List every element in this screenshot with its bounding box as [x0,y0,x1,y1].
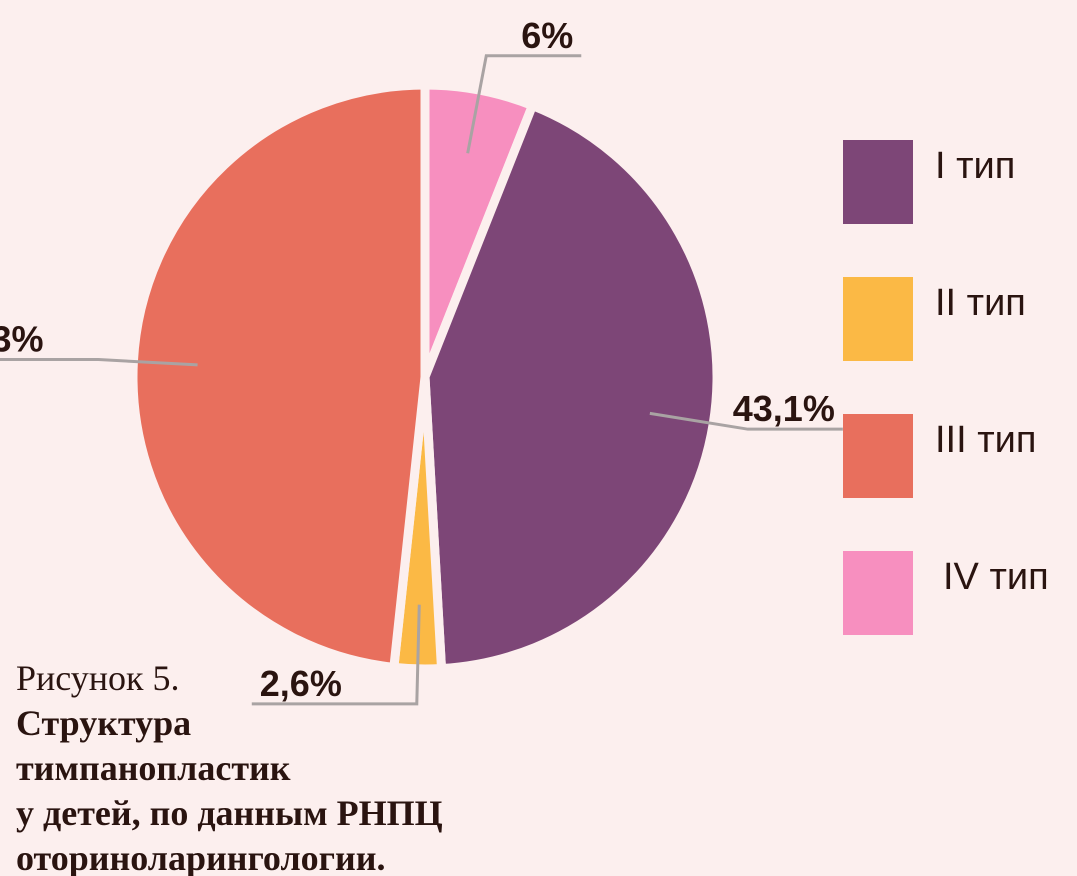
legend-label: II тип [935,282,1026,324]
chart-title: у детей, по данным РНПЦ [16,793,443,833]
value-label: 43,1% [733,388,835,429]
legend-label: I тип [935,145,1015,187]
leader-line [649,411,843,431]
caption: Рисунок 5. [16,658,180,698]
legend-label: III тип [935,419,1036,461]
chart-title: оториноларингологии. [16,838,385,876]
legend-swatch [843,140,913,224]
chart-title: тимпанопластик [16,748,291,788]
value-label: 2,6% [260,663,342,704]
leader-line [251,604,421,706]
value-label: 48,3% [0,319,44,360]
leader-line [0,358,198,367]
value-label: 6% [521,15,573,56]
legend-swatch [843,551,913,635]
legend-swatch [843,277,913,361]
chart-title: Структура [16,703,191,743]
legend-swatch [843,414,913,498]
legend-label: IV тип [943,556,1049,598]
leader-line [466,54,582,154]
